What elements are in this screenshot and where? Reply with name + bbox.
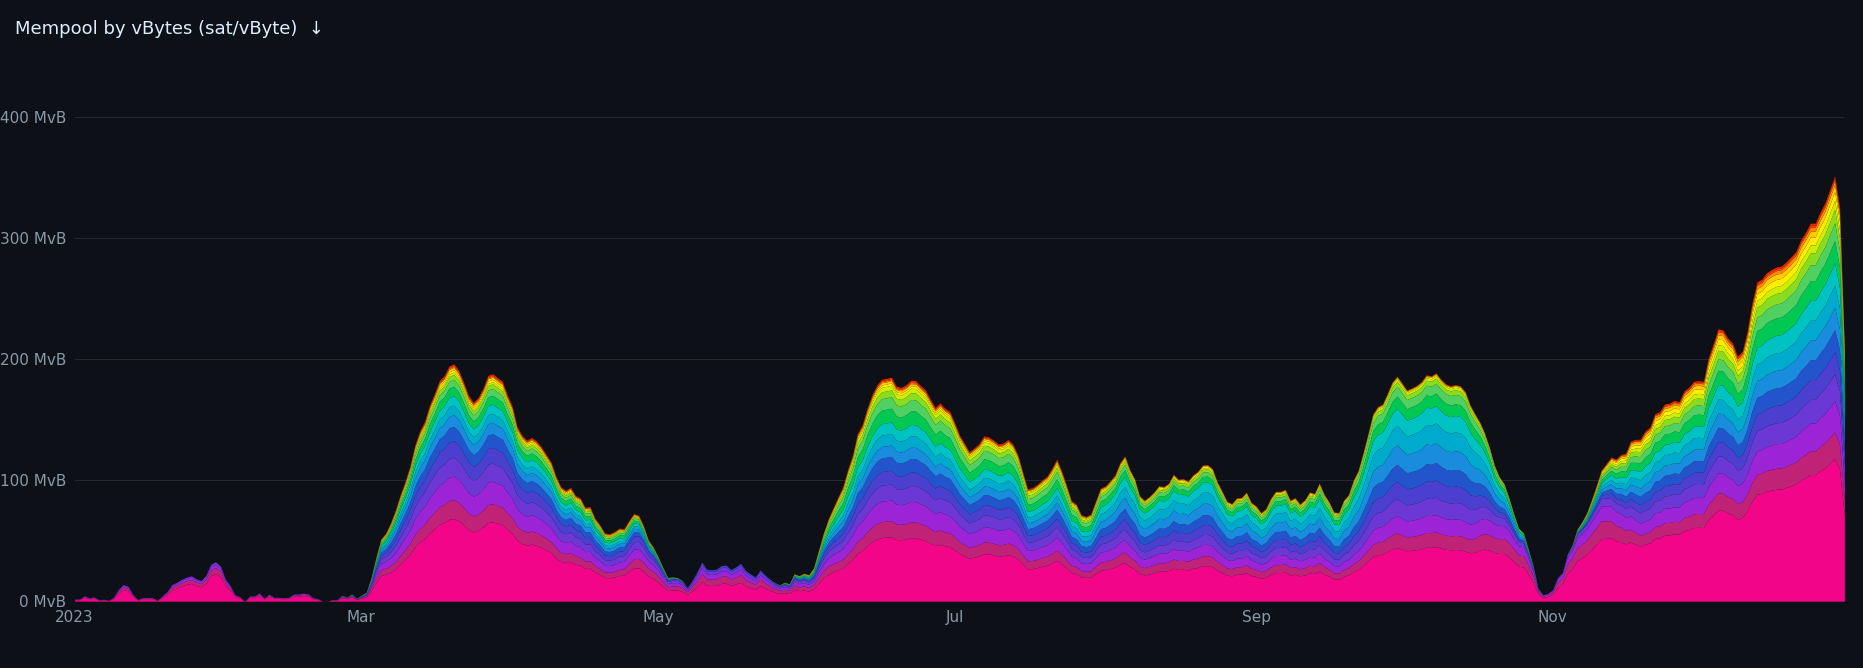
Text: Mempool by vBytes (sat/vByte)  ↓: Mempool by vBytes (sat/vByte) ↓ (15, 20, 324, 38)
